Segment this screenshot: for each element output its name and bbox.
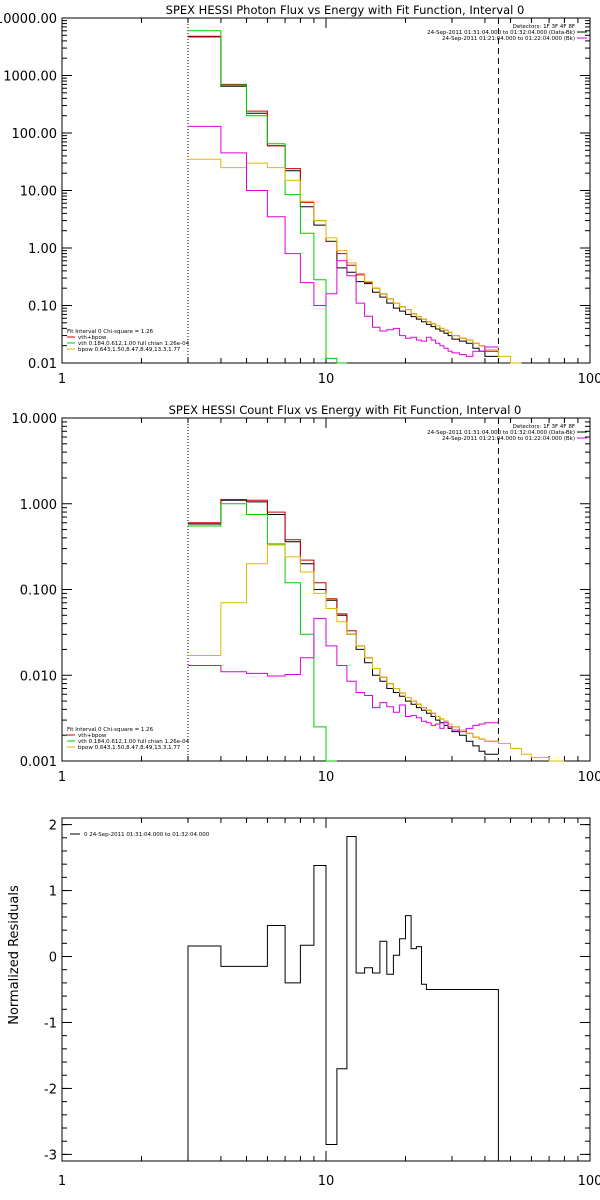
y-tick-label: 1.00: [28, 242, 57, 257]
x-tick-label: 100: [578, 770, 600, 785]
legend-text: bpow 0.643,1.50,8.47,8.49,13.3,1.77: [78, 745, 181, 751]
legend-text: 24-Sep-2011 01:31:04.000 to 01:32:04.000…: [427, 30, 575, 36]
x-tick-label: 1: [58, 372, 66, 387]
x-tick-label: 10: [318, 1174, 335, 1189]
y-tick-label: 10.00: [20, 185, 57, 200]
y-tick-label: 0.010: [20, 669, 57, 684]
series-bk: [188, 125, 499, 357]
series-bpow: [188, 544, 565, 762]
legend-text: vth+bpow: [78, 335, 107, 341]
photon-flux-panel: SPEX HESSI Photon Flux vs Energy with Fi…: [0, 3, 600, 387]
series-vth-bpow: [188, 35, 499, 352]
y-tick-label: 100.00: [12, 127, 58, 142]
x-tick-label: 100: [578, 372, 600, 387]
legend-text: 24-Sep-2011 01:21:04.000 to 01:22:04.000…: [442, 36, 575, 42]
residuals-ylabel: Normalized Residuals: [7, 885, 22, 1025]
y-tick-label: 0.100: [20, 584, 57, 599]
legend-text: vth 0.184,0.612,1.00 full chian 1.26e-04: [78, 341, 190, 347]
series-vth: [188, 503, 337, 762]
count-flux-title: SPEX HESSI Count Flux vs Energy with Fit…: [169, 403, 522, 417]
y-tick-label: -2: [44, 1082, 57, 1097]
x-tick-label: 10: [318, 372, 335, 387]
y-tick-label: 1.000: [20, 498, 57, 513]
legend-text: bpow 0.643,1.50,8.47,8.49,13.3,1.77: [78, 347, 181, 353]
residuals-panel: Normalized Residuals 1 10 100 -3 -2 -1 0 1 2 0 24…: [7, 817, 600, 1189]
series-data-bk: [188, 499, 499, 755]
legend-text: Fit Interval 0 Chi-square = 1.26: [67, 329, 154, 335]
y-tick-label: 10000.00: [0, 12, 57, 27]
x-tick-label: 1: [58, 1174, 66, 1189]
series-vth-bpow: [188, 499, 499, 742]
y-tick-label: 1: [49, 885, 57, 900]
y-tick-label: 0.001: [20, 755, 57, 770]
series-data-bk: [188, 36, 499, 357]
legend-text: Fit Interval 0 Chi-square = 1.26: [67, 727, 154, 733]
legend-text: vth 0.184,0.612,1.00 full chian 1.26e-04: [78, 739, 190, 745]
series-0-24-sep-2011-01-31-04-000-to-01-32-04-000: [187, 836, 499, 1161]
photon-flux-title: SPEX HESSI Photon Flux vs Energy with Fi…: [166, 3, 525, 17]
legend-text: 0 24-Sep-2011 01:31:04.000 to 01:32:04.0…: [84, 832, 210, 838]
y-tick-label: -1: [44, 1016, 57, 1031]
count-flux-panel: SPEX HESSI Count Flux vs Energy with Fit…: [12, 403, 600, 785]
legend-text: 24-Sep-2011 01:21:04.000 to 01:22:04.000…: [442, 436, 575, 442]
y-tick-label: -3: [44, 1148, 57, 1163]
series-vth: [188, 30, 347, 364]
x-tick-label: 10: [318, 770, 335, 785]
series-bk: [188, 617, 499, 733]
legend-text: Detectors: 1F 3F 4F 8F: [513, 24, 575, 30]
y-tick-label: 2: [49, 819, 57, 834]
y-tick-label: 1000.00: [3, 70, 57, 85]
x-tick-label: 1: [58, 770, 66, 785]
x-tick-label: 100: [578, 1174, 600, 1189]
legend-text: 24-Sep-2011 01:31:04.000 to 01:32:04.000…: [427, 430, 575, 436]
legend-text: Detectors: 1F 3F 4F 8F: [513, 424, 575, 430]
y-tick-label: 0.10: [28, 300, 57, 315]
series-bpow: [188, 158, 522, 364]
y-tick-label: 0: [49, 951, 57, 966]
y-tick-label: 0.01: [28, 357, 57, 372]
legend-text: vth+bpow: [78, 733, 107, 739]
y-tick-label: 10.000: [12, 412, 58, 427]
